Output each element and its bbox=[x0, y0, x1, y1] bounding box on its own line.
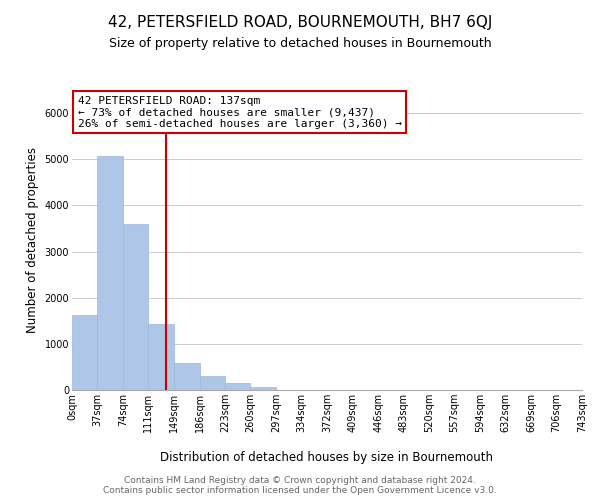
Bar bbox=[97, 156, 123, 390]
Bar bbox=[148, 324, 174, 390]
Text: Contains HM Land Registry data © Crown copyright and database right 2024.
Contai: Contains HM Land Registry data © Crown c… bbox=[103, 476, 497, 495]
Bar bbox=[225, 384, 250, 390]
Text: 42 PETERSFIELD ROAD: 137sqm
← 73% of detached houses are smaller (9,437)
26% of : 42 PETERSFIELD ROAD: 137sqm ← 73% of det… bbox=[77, 96, 401, 129]
Bar bbox=[200, 376, 225, 390]
Text: Distribution of detached houses by size in Bournemouth: Distribution of detached houses by size … bbox=[161, 451, 493, 464]
Bar bbox=[72, 315, 97, 390]
Y-axis label: Number of detached properties: Number of detached properties bbox=[26, 147, 39, 333]
Text: Size of property relative to detached houses in Bournemouth: Size of property relative to detached ho… bbox=[109, 38, 491, 51]
Text: 42, PETERSFIELD ROAD, BOURNEMOUTH, BH7 6QJ: 42, PETERSFIELD ROAD, BOURNEMOUTH, BH7 6… bbox=[108, 15, 492, 30]
Bar bbox=[174, 363, 200, 390]
Bar bbox=[123, 224, 148, 390]
Bar bbox=[250, 387, 276, 390]
